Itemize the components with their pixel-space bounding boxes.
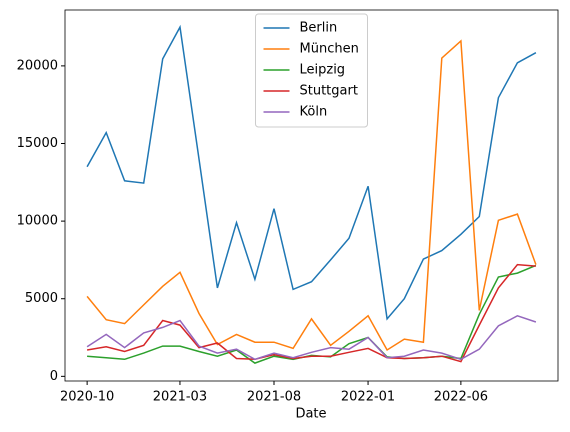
legend-label: Köln — [300, 105, 328, 120]
legend-label: Berlin — [300, 21, 338, 36]
legend-label: München — [300, 42, 359, 57]
x-tick-label: 2022-06 — [434, 390, 488, 405]
y-tick-label: 0 — [50, 369, 58, 384]
legend-label: Stuttgart — [300, 84, 358, 99]
y-tick-label: 10000 — [17, 214, 58, 229]
series-line — [86, 39, 537, 352]
legend-box — [255, 13, 368, 128]
series-line — [86, 24, 537, 321]
axes-frame — [64, 9, 559, 382]
x-tick-label: 2021-08 — [247, 390, 301, 405]
x-tick-label: 2022-01 — [341, 390, 395, 405]
x-tick-label: 2020-10 — [60, 390, 114, 405]
legend-label: Leipzig — [300, 63, 346, 78]
y-tick-label: 5000 — [25, 291, 58, 306]
series-line — [87, 264, 537, 364]
x-axis-label: Date — [295, 407, 326, 422]
x-tick-label: 2021-03 — [153, 390, 207, 405]
y-tick-label: 15000 — [17, 136, 58, 151]
y-tick-label: 20000 — [17, 58, 58, 73]
series-line — [86, 263, 536, 363]
series-line — [86, 314, 537, 361]
